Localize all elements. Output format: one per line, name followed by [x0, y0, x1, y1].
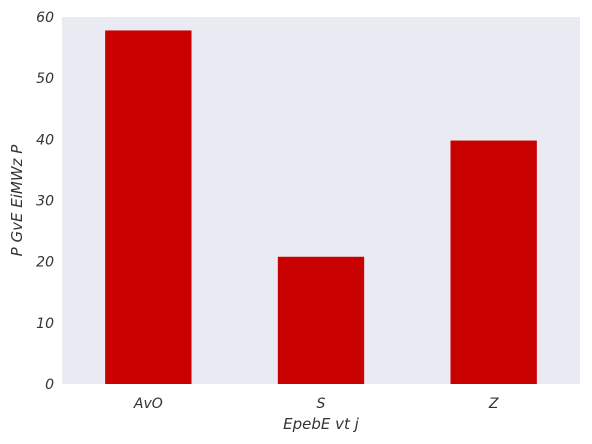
y-axis-title: P GvE EiMWz P	[8, 144, 26, 257]
y-tick-label: 0	[45, 377, 54, 393]
y-tick-label: 10	[36, 316, 54, 332]
y-tick-label: 60	[36, 10, 54, 26]
y-axis-ticks: 0 10 20 30 40 50 60	[36, 10, 54, 393]
bars	[105, 30, 537, 385]
x-axis-title: EpebE vt j	[283, 415, 360, 433]
x-tick-label: Z	[488, 396, 499, 412]
x-axis-ticks: AvO S Z	[133, 396, 499, 412]
y-tick-label: 30	[36, 194, 54, 210]
x-tick-label: AvO	[133, 396, 163, 412]
y-tick-label: 40	[36, 132, 54, 148]
bar-s	[277, 256, 365, 384]
y-tick-label: 20	[36, 255, 54, 271]
bar-z	[450, 140, 537, 384]
y-tick-label: 50	[36, 71, 54, 87]
bar-avo	[105, 30, 192, 385]
x-tick-label: S	[317, 396, 326, 412]
